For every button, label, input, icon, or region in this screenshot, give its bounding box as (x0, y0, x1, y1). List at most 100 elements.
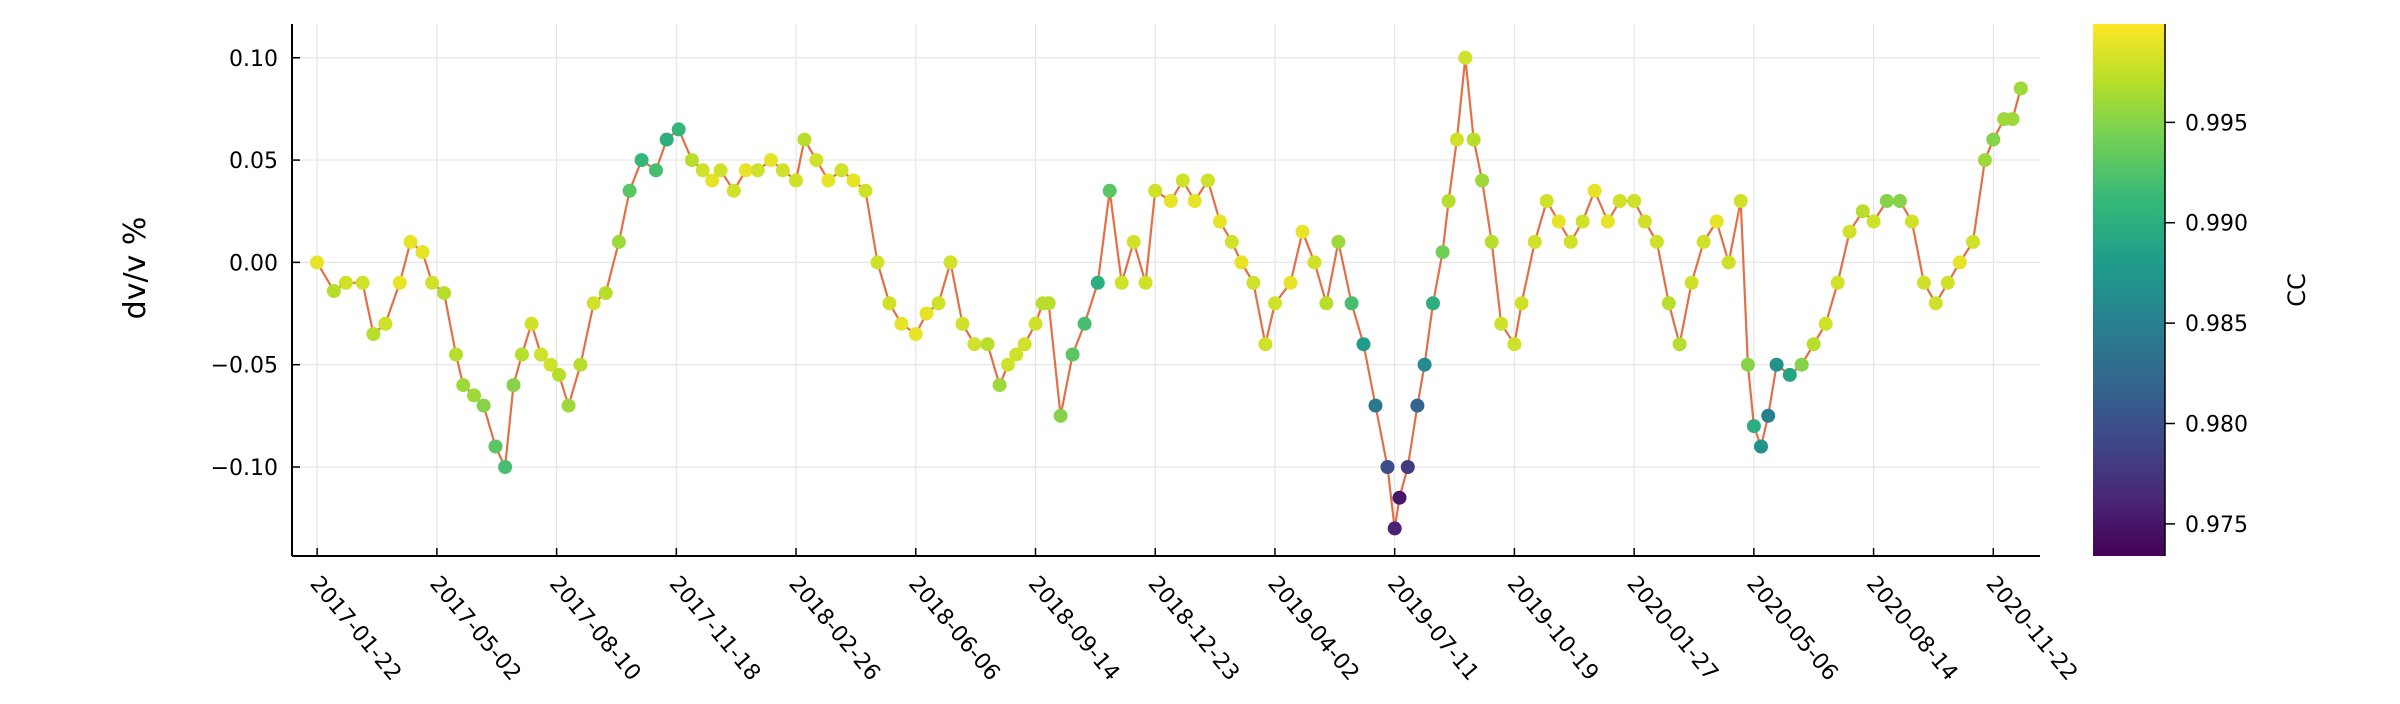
data-point (467, 388, 481, 403)
data-point (456, 378, 471, 393)
data-point (821, 173, 836, 188)
data-point (695, 163, 710, 178)
dvv-line (316, 56, 2022, 530)
data-point (834, 163, 849, 178)
y-tick-label: −0.10 (211, 456, 278, 481)
data-point (659, 132, 674, 147)
data-point (1224, 234, 1239, 249)
data-point (1001, 357, 1015, 372)
data-point (366, 327, 381, 341)
data-point (449, 347, 463, 362)
data-point (1065, 347, 1080, 362)
data-point (1563, 234, 1578, 249)
y-tick-label: 0.10 (229, 47, 278, 72)
data-point (1818, 316, 1833, 331)
axes (291, 24, 2040, 557)
data-point (1754, 439, 1768, 454)
data-point (684, 153, 699, 168)
data-point (1761, 408, 1776, 423)
data-point (1148, 183, 1163, 198)
data-point (1435, 245, 1450, 260)
data-point (1746, 419, 1761, 434)
data-point (524, 316, 539, 331)
data-point (1612, 194, 1627, 208)
data-point (1986, 132, 2001, 147)
data-point (1627, 194, 1642, 208)
data-point (1637, 214, 1652, 229)
colorbar-tick-label: 0.975 (2185, 513, 2248, 538)
data-point (514, 347, 529, 362)
data-point (1721, 255, 1736, 270)
data-point (1410, 398, 1425, 413)
data-point (1114, 275, 1129, 290)
data-point (1126, 234, 1141, 249)
data-point (1904, 214, 1919, 229)
data-point (1400, 460, 1415, 474)
data-point (1940, 275, 1955, 290)
data-point (1484, 234, 1499, 249)
data-point (931, 296, 946, 311)
data-point (2005, 112, 2020, 127)
data-point (1649, 234, 1664, 249)
data-point (310, 255, 325, 270)
data-point (1368, 398, 1383, 413)
data-point (1879, 194, 1894, 208)
data-point (1928, 296, 1943, 311)
series-line (316, 56, 2022, 530)
data-point (992, 378, 1007, 393)
data-point (1466, 132, 1481, 147)
data-point (858, 183, 873, 198)
data-point (1426, 296, 1440, 311)
data-point (967, 337, 982, 352)
data-point (980, 337, 995, 352)
data-point (1806, 337, 1821, 352)
data-point (1053, 408, 1068, 423)
data-point (1138, 275, 1153, 290)
data-point (726, 183, 741, 198)
data-point (1090, 275, 1105, 290)
data-point (1268, 296, 1282, 311)
data-point (476, 398, 491, 413)
x-tick-label: 2020-01-27 (1622, 572, 1723, 686)
data-point (919, 306, 934, 321)
data-point (1017, 337, 1032, 352)
data-point (1417, 357, 1432, 372)
colorbar-ticks: 0.995 0.990 0.985 0.980 0.975 (2164, 24, 2248, 556)
x-tick-label: 2019-07-11 (1382, 572, 1483, 686)
data-point (1041, 296, 1056, 311)
data-point (763, 153, 778, 168)
x-tick-label: 2018-06-06 (903, 572, 1004, 686)
data-point (738, 163, 753, 178)
x-tick-label: 2018-12-23 (1143, 572, 1244, 686)
data-point (882, 296, 897, 311)
data-point (1769, 357, 1784, 372)
data-point (894, 316, 909, 331)
data-point (561, 398, 576, 413)
data-point (586, 296, 601, 311)
data-point (750, 163, 765, 178)
data-point (1449, 132, 1464, 147)
data-point (1163, 194, 1178, 208)
x-tick-label: 2018-02-26 (783, 572, 884, 686)
data-point (1283, 275, 1298, 290)
data-point (1307, 255, 1322, 270)
x-tick-label: 2020-11-22 (1981, 572, 2082, 686)
y-tick-label: 0.05 (229, 149, 278, 174)
data-point (1966, 234, 1980, 249)
data-point (634, 153, 649, 168)
data-point (403, 234, 418, 249)
data-point (775, 163, 790, 178)
data-point (1977, 153, 1992, 168)
data-point (392, 275, 407, 290)
data-point (1575, 214, 1590, 229)
x-tick-label: 2017-08-10 (544, 572, 645, 686)
data-point (1733, 194, 1748, 208)
data-point (1356, 337, 1371, 352)
data-point (1028, 316, 1043, 331)
data-point (1295, 224, 1310, 239)
data-point (1212, 214, 1227, 229)
data-point (1916, 275, 1931, 290)
data-point (1387, 521, 1402, 536)
data-point (908, 327, 923, 341)
